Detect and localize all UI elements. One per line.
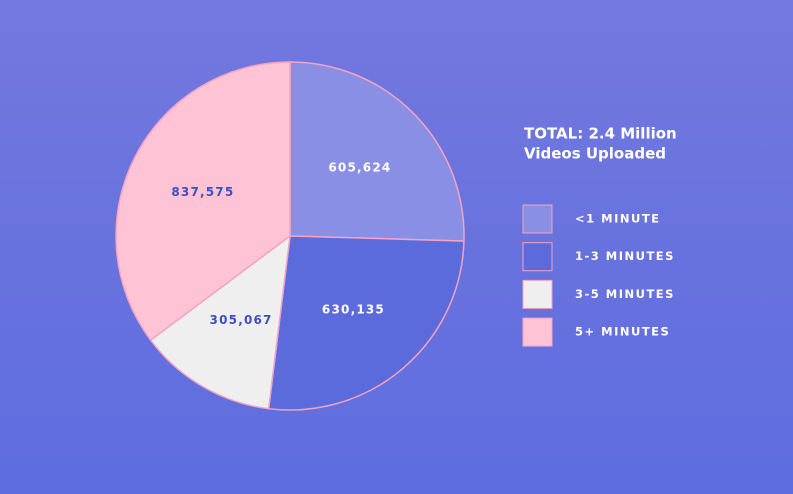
value-label: 630,135 bbox=[322, 302, 385, 316]
legend-swatch bbox=[522, 279, 553, 309]
pie: 605,624 630,135 305,067 837,575 bbox=[115, 61, 465, 411]
value-label: 605,624 bbox=[328, 161, 391, 175]
value-label: 837,575 bbox=[171, 185, 234, 199]
value-label: 305,067 bbox=[210, 313, 273, 327]
legend-swatch bbox=[522, 204, 553, 234]
legend: <1 MINUTE 1-3 MINUTES 3-5 MINUTES 5+ MINUTE… bbox=[522, 204, 675, 347]
chart-subtitle: Videos Uploaded bbox=[524, 145, 666, 163]
pie-slice bbox=[289, 61, 465, 242]
legend-label: 5+ MINUTES bbox=[575, 325, 670, 339]
legend-label: 3-5 MINUTES bbox=[575, 287, 675, 301]
pie-slice bbox=[267, 235, 465, 411]
pie-slice bbox=[115, 61, 291, 342]
chart-title: TOTAL: 2.4 Million bbox=[524, 125, 677, 143]
legend-label: 1-3 MINUTES bbox=[575, 249, 675, 263]
legend-label: <1 MINUTE bbox=[575, 212, 661, 226]
legend-swatch bbox=[522, 242, 553, 272]
legend-swatch bbox=[522, 317, 553, 347]
pie-slice bbox=[149, 234, 291, 410]
